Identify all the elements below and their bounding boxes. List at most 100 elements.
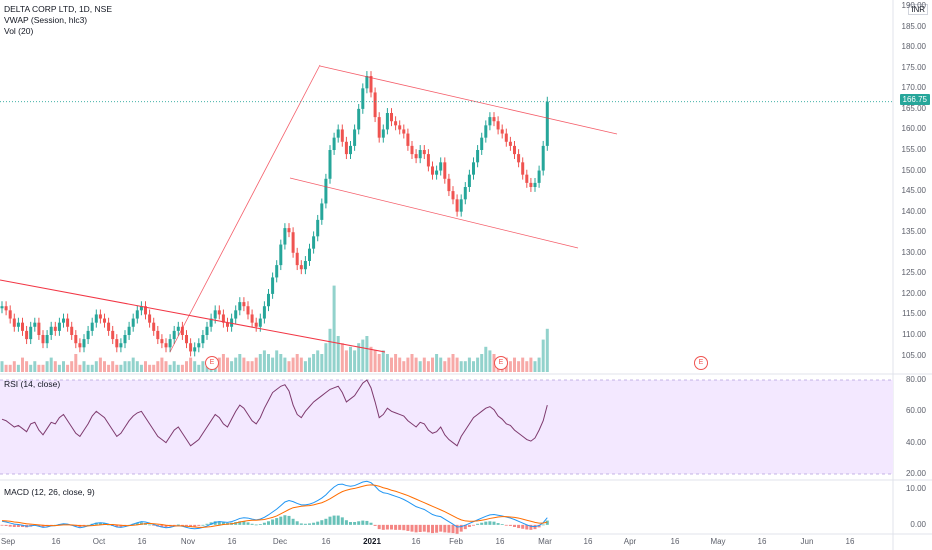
volume-bar bbox=[25, 361, 29, 372]
macd-histogram-bar bbox=[435, 524, 439, 533]
time-tick-label: 16 bbox=[583, 537, 593, 546]
macd-histogram-bar bbox=[476, 523, 480, 525]
macd-histogram-bar bbox=[21, 524, 24, 527]
time-tick-label: Dec bbox=[272, 537, 288, 546]
candle bbox=[291, 232, 295, 253]
candle bbox=[537, 170, 541, 183]
macd-histogram-bar bbox=[320, 520, 324, 525]
macd-histogram-bar bbox=[455, 524, 459, 534]
candle bbox=[135, 310, 139, 319]
earnings-marker-icon[interactable]: E bbox=[494, 356, 508, 370]
candle bbox=[217, 310, 221, 315]
earnings-marker-icon[interactable]: E bbox=[205, 356, 219, 370]
candle bbox=[49, 326, 53, 335]
volume-bar bbox=[107, 364, 111, 372]
volume-bar bbox=[131, 357, 135, 372]
macd-histogram-bar bbox=[246, 522, 250, 525]
candle bbox=[242, 302, 246, 307]
macd-histogram-bar bbox=[189, 524, 193, 527]
macd-histogram-bar bbox=[402, 524, 406, 531]
macd-legend[interactable]: MACD (12, 26, close, 9) bbox=[4, 487, 95, 497]
macd-histogram-bar bbox=[488, 521, 492, 525]
volume-bar bbox=[508, 361, 512, 372]
price-tick-label: 130.00 bbox=[901, 247, 926, 257]
time-tick-label: 16 bbox=[757, 537, 767, 546]
macd-histogram-bar bbox=[291, 518, 295, 525]
volume-bar bbox=[525, 361, 529, 372]
macd-histogram-bar bbox=[287, 515, 291, 525]
macd-histogram-bar bbox=[242, 521, 246, 525]
candle bbox=[221, 314, 225, 323]
earnings-marker-icon[interactable]: E bbox=[694, 356, 708, 370]
volume-bar bbox=[234, 357, 238, 372]
vwap-legend[interactable]: VWAP (Session, hlc3) bbox=[4, 15, 88, 25]
currency-button[interactable]: INR bbox=[908, 4, 928, 15]
volume-bar bbox=[29, 364, 33, 372]
volume-bar bbox=[328, 328, 332, 372]
candle bbox=[381, 129, 385, 138]
candle bbox=[385, 113, 389, 130]
candle bbox=[21, 322, 24, 331]
candle bbox=[308, 248, 311, 261]
candle bbox=[25, 330, 29, 340]
rsi-band bbox=[0, 380, 893, 474]
candle bbox=[303, 261, 307, 270]
candle bbox=[431, 166, 434, 175]
macd-histogram-bar bbox=[467, 524, 471, 527]
candle bbox=[545, 101, 549, 146]
time-tick-label: Mar bbox=[538, 537, 552, 546]
candle bbox=[213, 310, 217, 319]
macd-tick-label: 10.00 bbox=[905, 484, 926, 494]
candle bbox=[455, 199, 459, 212]
candle bbox=[492, 117, 496, 122]
candle bbox=[394, 121, 398, 126]
macd-histogram-bar bbox=[316, 521, 320, 525]
volume-bar bbox=[168, 364, 172, 372]
candle bbox=[439, 162, 443, 171]
macd-histogram-bar bbox=[439, 524, 443, 532]
macd-histogram-bar bbox=[492, 521, 496, 525]
candle bbox=[533, 182, 537, 187]
volume-bar bbox=[254, 357, 258, 372]
volume-bar bbox=[418, 361, 422, 372]
rsi-line bbox=[1, 379, 548, 447]
candle bbox=[402, 129, 406, 134]
volume-bar bbox=[98, 357, 102, 372]
macd-histogram-bar bbox=[336, 515, 340, 525]
price-tick-label: 120.00 bbox=[901, 288, 926, 298]
macd-histogram-bar bbox=[250, 523, 254, 525]
candle bbox=[131, 318, 135, 327]
volume-bar bbox=[308, 357, 311, 372]
price-tick-label: 175.00 bbox=[901, 62, 926, 72]
candle bbox=[467, 174, 471, 187]
candle bbox=[254, 322, 258, 327]
macd-histogram-bar bbox=[426, 524, 430, 533]
candle bbox=[463, 187, 467, 200]
volume-bar bbox=[410, 354, 414, 372]
candle bbox=[119, 343, 123, 348]
macd-histogram-bar bbox=[86, 524, 90, 526]
macd-histogram-bar bbox=[176, 524, 180, 526]
volume-bar bbox=[258, 354, 262, 372]
volume-legend[interactable]: Vol (20) bbox=[4, 26, 34, 36]
candle bbox=[500, 129, 504, 134]
candle bbox=[78, 343, 82, 348]
volume-bar bbox=[541, 339, 545, 372]
volume-bar bbox=[435, 354, 439, 372]
candle bbox=[435, 170, 439, 175]
volume-bar bbox=[406, 357, 410, 372]
volume-bar bbox=[189, 357, 193, 372]
macd-histogram-bar bbox=[349, 522, 352, 525]
rsi-legend[interactable]: RSI (14, close) bbox=[4, 379, 61, 389]
volume-bar bbox=[135, 361, 139, 372]
macd-histogram-bar bbox=[94, 522, 98, 525]
candle bbox=[377, 117, 381, 138]
volume-bar bbox=[312, 354, 316, 372]
macd-histogram-bar bbox=[152, 524, 156, 526]
candle bbox=[152, 322, 156, 331]
macd-histogram-bar bbox=[82, 524, 86, 526]
volume-bar bbox=[123, 361, 127, 372]
volume-bar bbox=[37, 364, 41, 372]
symbol-legend[interactable]: DELTA CORP LTD, 1D, NSE bbox=[4, 4, 113, 14]
